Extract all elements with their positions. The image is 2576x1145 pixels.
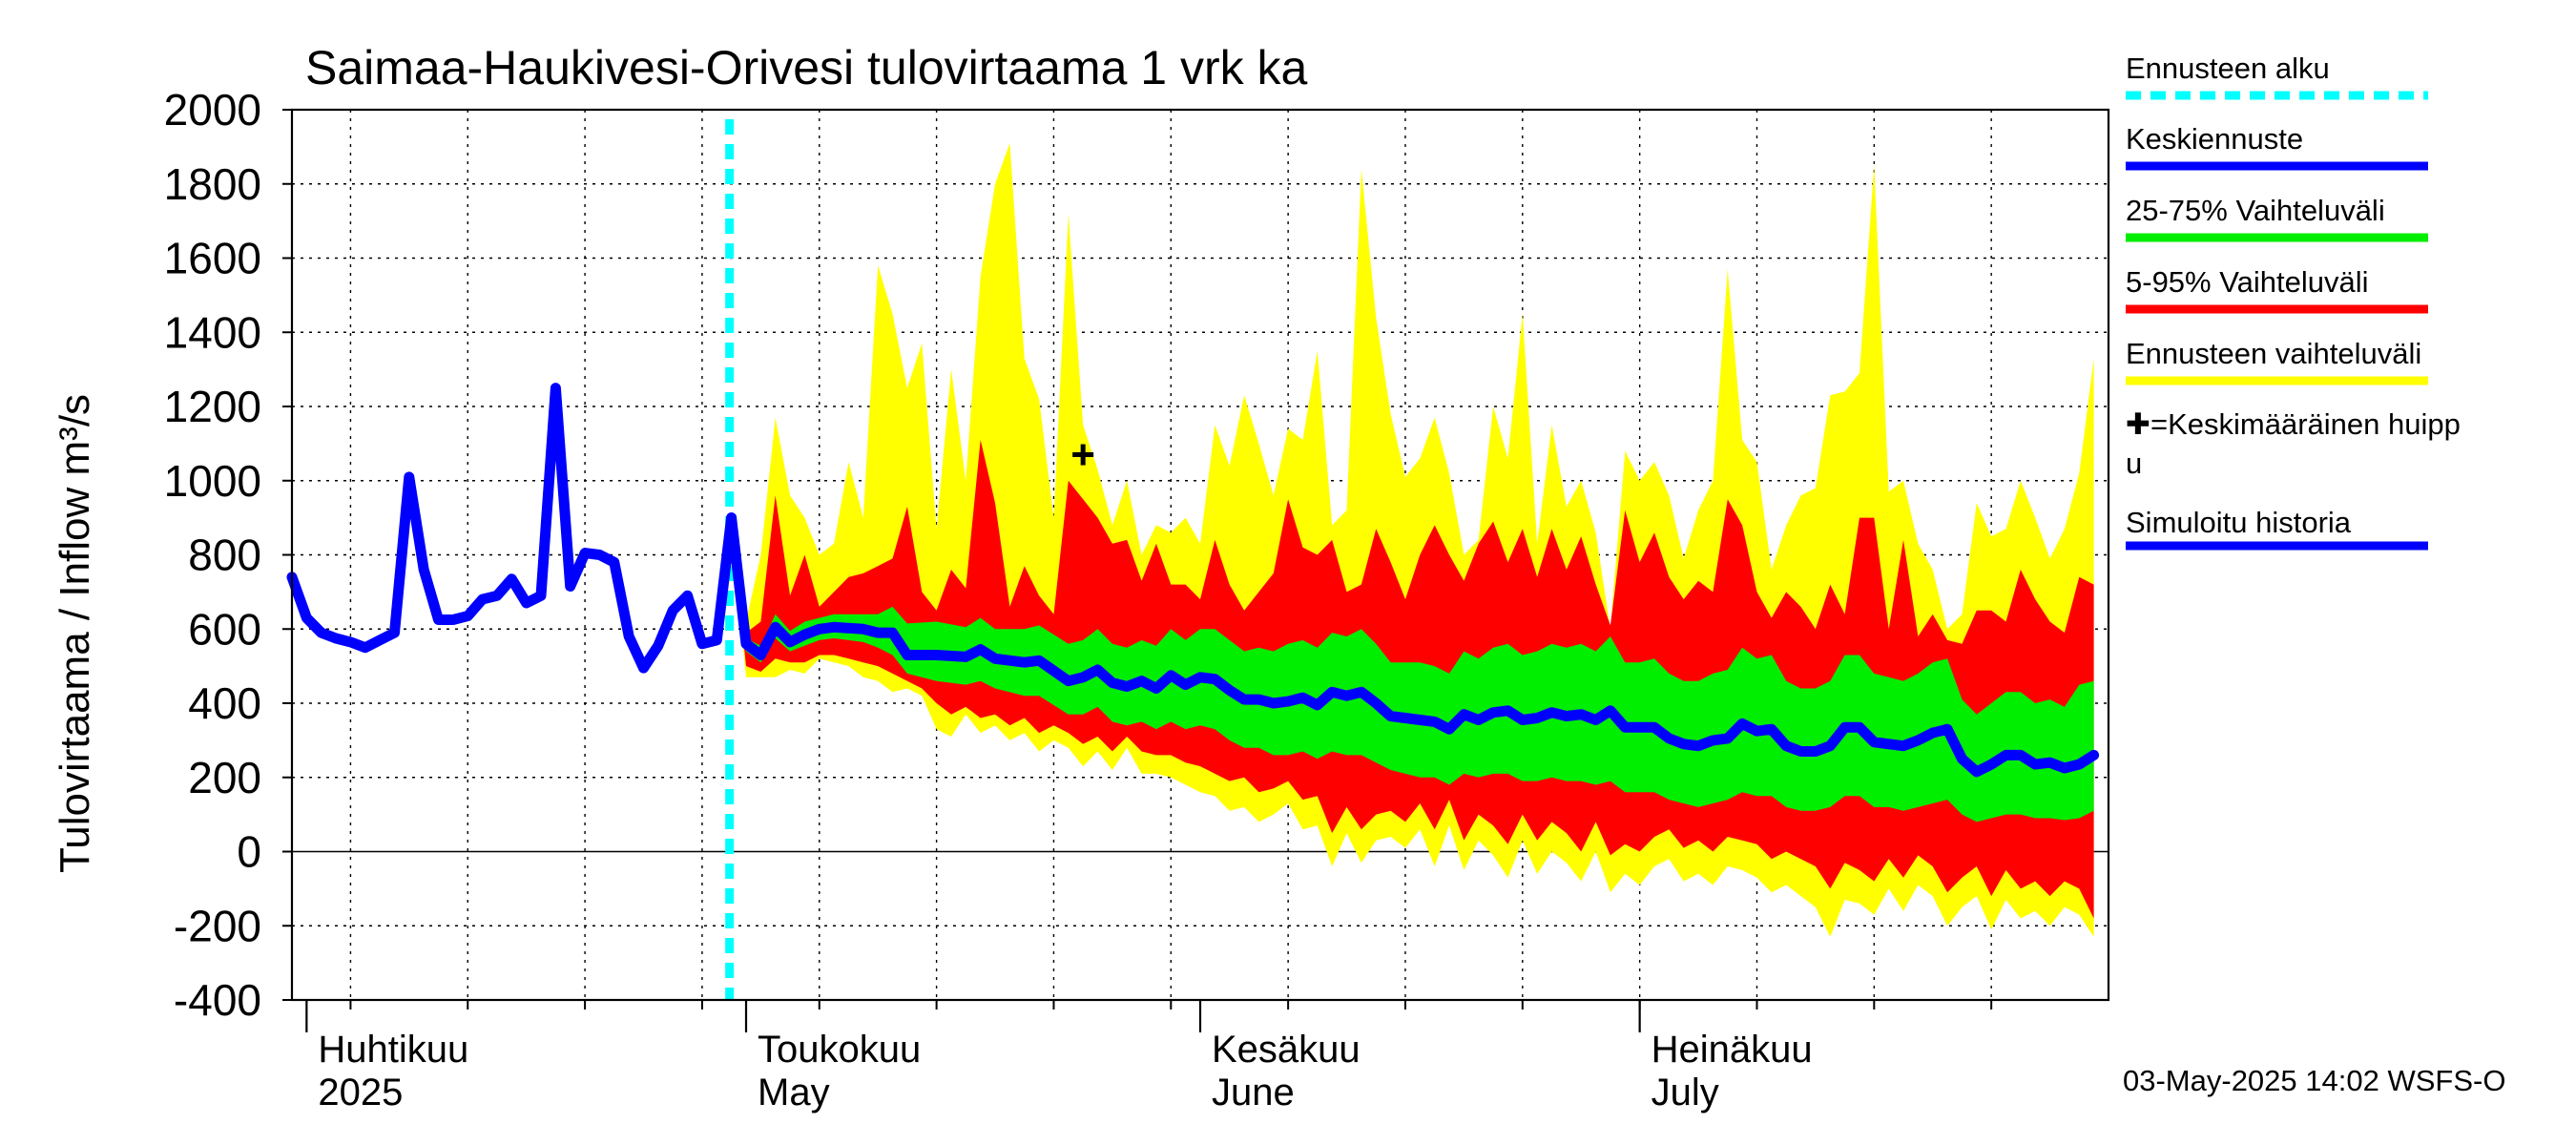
y-axis-label: Tulovirtaama / Inflow m³/s — [52, 394, 98, 873]
y-tick-label: 1400 — [164, 307, 261, 357]
plot-frame — [290, 108, 2110, 1002]
month-label-en: 2025 — [318, 1072, 403, 1114]
legend-item: Simuloitu historia — [2126, 506, 2428, 551]
y-tick-label: -400 — [174, 975, 261, 1025]
legend-label: ✚=Keskimääräinen huipp — [2126, 407, 2461, 441]
month-label-fi: Huhtikuu — [318, 1029, 468, 1071]
legend-item: 5-95% Vaihteluväli — [2126, 265, 2428, 314]
y-tick-label: 1000 — [164, 456, 261, 506]
y-tick-label: 1800 — [164, 159, 261, 209]
y-tick-label: 600 — [188, 604, 261, 654]
series-simuloitu-historia — [286, 383, 737, 674]
month-label-en: May — [758, 1072, 830, 1114]
y-tick-label: 200 — [188, 753, 261, 802]
legend-label: 25-75% Vaihteluväli — [2126, 194, 2385, 227]
y-tick-label: 800 — [188, 531, 261, 580]
legend-item: Ennusteen alku — [2126, 52, 2428, 100]
month-label-fi: Toukokuu — [758, 1029, 921, 1071]
chart-title: Saimaa-Haukivesi-Orivesi tulovirtaama 1 … — [305, 41, 1308, 94]
footer-timestamp: 03-May-2025 14:02 WSFS-O — [2123, 1064, 2505, 1097]
legend-item: Ennusteen vaihteluväli — [2126, 337, 2428, 385]
month-label-fi: Kesäkuu — [1212, 1029, 1361, 1071]
y-tick-label: 0 — [237, 827, 261, 877]
y-tick-label: 1200 — [164, 382, 261, 431]
legend-label-continued: u — [2126, 447, 2142, 480]
axis-layer: -400 -200 0 200 400 600 800 1000 1200 1400 1600 180… — [164, 85, 2110, 1114]
line-layer — [286, 119, 2100, 1000]
mean-peak-marker — [1072, 444, 1094, 466]
y-tick-label: 400 — [188, 678, 261, 728]
month-label-en: July — [1652, 1072, 1719, 1114]
legend-item: Keskiennuste — [2126, 122, 2428, 171]
legend-label: Ennusteen alku — [2126, 52, 2330, 85]
series-keskiennuste — [726, 512, 2100, 778]
legend-label: 5-95% Vaihteluväli — [2126, 265, 2368, 299]
band-layer — [731, 143, 2094, 937]
y-tick-label: 1600 — [164, 234, 261, 283]
band-25-75-vaihteluv-li — [731, 521, 2094, 822]
legend-item: ✚=Keskimääräinen huipp u — [2126, 407, 2461, 480]
legend: Ennusteen alku Keskiennuste 25-75% Vaihtel… — [2126, 52, 2461, 551]
y-tick-label: -200 — [174, 901, 261, 950]
y-tick-label: 2000 — [164, 85, 261, 135]
legend-item: 25-75% Vaihteluväli — [2126, 194, 2428, 242]
month-label-fi: Heinäkuu — [1652, 1029, 1813, 1071]
legend-label: Simuloitu historia — [2126, 506, 2352, 539]
legend-label: Keskiennuste — [2126, 122, 2303, 156]
month-label-en: June — [1212, 1072, 1295, 1114]
legend-label: Ennusteen vaihteluväli — [2126, 337, 2421, 370]
